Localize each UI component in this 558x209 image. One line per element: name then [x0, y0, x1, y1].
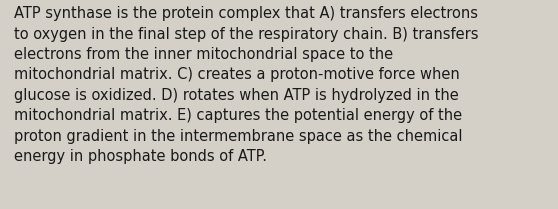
Text: ATP synthase is the protein complex that A) transfers electrons
to oxygen in the: ATP synthase is the protein complex that… [14, 6, 478, 164]
